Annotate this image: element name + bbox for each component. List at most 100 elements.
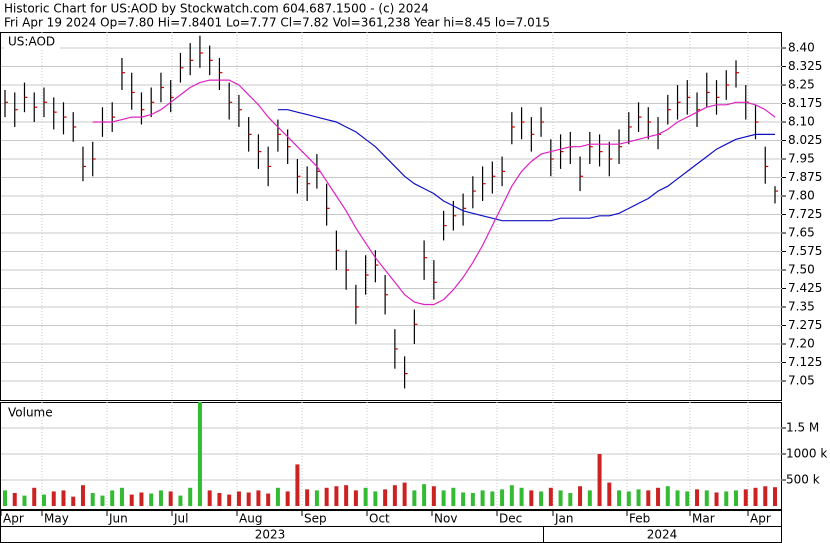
volume-bar [51, 491, 56, 506]
volume-bar [578, 486, 583, 506]
volume-bar [158, 490, 163, 506]
volume-bar [32, 487, 37, 506]
volume-bar [656, 487, 661, 506]
volume-bar [178, 495, 183, 506]
volume-bar [773, 487, 777, 506]
volume-bar [695, 489, 700, 506]
volume-bar [71, 496, 76, 506]
symbol-box [4, 34, 60, 49]
y-tick-label: 7.425 [788, 281, 822, 295]
volume-bar [353, 490, 358, 506]
volume-bar [500, 489, 505, 506]
month-label: Apr [3, 512, 24, 526]
month-label: Aug [239, 512, 262, 526]
moving-average [92, 79, 776, 306]
price-panel [0, 32, 782, 401]
month-label: Oct [369, 512, 390, 526]
volume-bar [490, 491, 495, 506]
volume-tick-label: 500 k [786, 473, 820, 487]
symbol-label: US:AOD [8, 35, 55, 49]
y-tick-label: 7.95 [788, 152, 815, 166]
volume-bar [363, 487, 368, 506]
volume-bar [285, 491, 290, 506]
volume-bar [568, 493, 573, 506]
month-label: Jun [108, 512, 128, 526]
volume-bar [344, 485, 349, 506]
volume-bar [246, 492, 251, 506]
volume-bar [324, 487, 329, 506]
y-tick-label: 7.80 [788, 189, 815, 203]
marks [3, 35, 778, 506]
volume-bar [3, 490, 7, 506]
volume-bar [646, 490, 651, 506]
volume-bar [314, 490, 319, 506]
volume-bar [470, 493, 475, 506]
volume-bar [529, 490, 534, 506]
chart-title: Historic Chart for US:AOD by Stockwatch.… [4, 2, 429, 16]
volume-bar [704, 490, 709, 506]
volume-bar [743, 489, 748, 506]
y-tick-label: 8.025 [788, 133, 822, 147]
year-label: 2024 [647, 528, 678, 542]
volume-bar [402, 482, 407, 506]
volume-bar [714, 492, 719, 506]
volume-bar [383, 489, 388, 506]
volume-bar [607, 482, 612, 506]
y-tick-label: 7.725 [788, 207, 822, 221]
month-label: Dec [499, 512, 522, 526]
volume-bar [119, 487, 124, 506]
volume-bar [636, 489, 641, 506]
chart-subtitle: Fri Apr 19 2024 Op=7.80 Hi=7.8401 Lo=7.7… [4, 16, 550, 30]
volume-bar [139, 492, 144, 506]
y-tick-label: 7.125 [788, 355, 822, 369]
volume-bar [675, 490, 680, 506]
month-label: Jan [554, 512, 574, 526]
volume-bar [12, 493, 17, 506]
moving-average [277, 109, 775, 222]
volume-bar [295, 464, 300, 506]
month-label: Nov [434, 512, 457, 526]
volume-bar [548, 487, 553, 506]
volume-bar [665, 486, 670, 506]
volume-bar [431, 486, 436, 506]
month-label: Jul [173, 512, 188, 526]
volume-bar [441, 490, 446, 506]
volume-bar [256, 490, 261, 506]
volume-bar [763, 486, 768, 506]
y-tick-label: 8.325 [788, 59, 822, 73]
volume-bar [685, 491, 690, 506]
volume-bar [227, 494, 232, 506]
volume-bar [519, 487, 524, 506]
y-tick-label: 7.65 [788, 226, 815, 240]
y-tick-label: 7.20 [788, 337, 815, 351]
volume-bar [412, 490, 417, 506]
volume-bar [334, 486, 339, 506]
y-tick-label: 7.35 [788, 300, 815, 314]
volume-bar [587, 490, 592, 506]
volume-bar [217, 493, 222, 506]
volume-label: Volume [8, 406, 53, 420]
volume-bar [558, 490, 563, 506]
volume-bar [617, 490, 622, 506]
volume-bar [509, 485, 514, 506]
volume-bar [100, 495, 105, 506]
volume-bar [80, 485, 85, 506]
volume-bar [451, 487, 456, 506]
month-label: Sep [304, 512, 327, 526]
month-label: Mar [692, 512, 715, 526]
volume-bar [626, 491, 631, 506]
y-tick-label: 7.275 [788, 318, 822, 332]
volume-bar [110, 490, 115, 506]
y-tick-label: 8.10 [788, 115, 815, 129]
volume-bar [61, 490, 66, 506]
volume-bar [41, 494, 46, 506]
volume-bar [22, 495, 27, 506]
y-tick-label: 8.40 [788, 41, 815, 55]
volume-tick-label: 1000 k [786, 447, 827, 461]
volume-bar [480, 490, 485, 506]
volume-bar [266, 493, 271, 506]
y-tick-label: 7.05 [788, 374, 815, 388]
volume-bar [129, 494, 134, 506]
month-label: May [44, 512, 69, 526]
